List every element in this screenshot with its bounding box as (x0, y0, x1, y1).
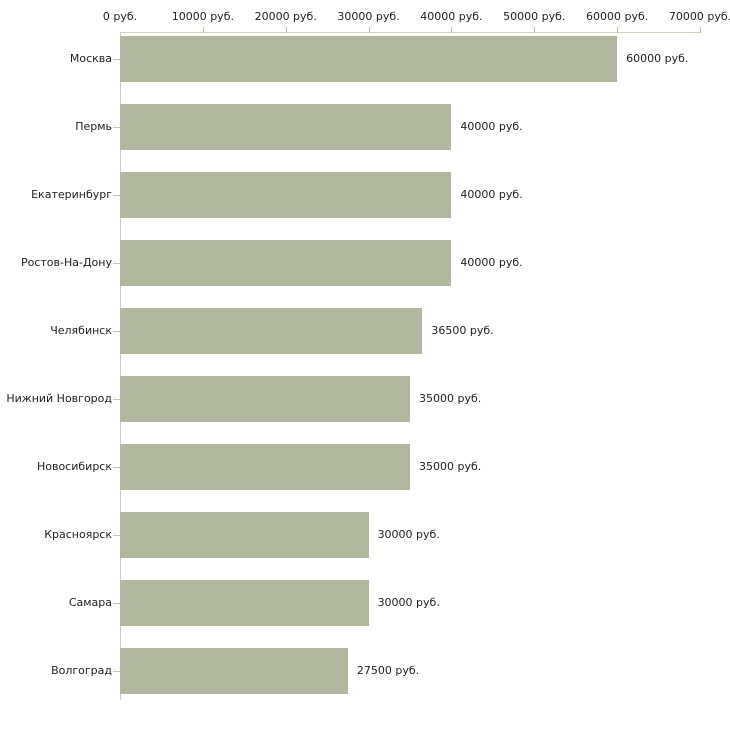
value-label: 40000 руб. (460, 188, 523, 201)
x-axis-tick-label: 30000 руб. (337, 10, 400, 23)
x-axis-tick-label: 20000 руб. (254, 10, 317, 23)
category-label: Москва (69, 52, 112, 65)
bar-5 (120, 308, 423, 354)
bar-2 (120, 104, 452, 150)
category-tick-mark (113, 59, 120, 60)
bar-10 (120, 648, 348, 694)
x-axis-tick-label: 70000 руб. (668, 10, 730, 23)
x-axis-tick-mark (617, 27, 619, 33)
x-axis-tick-label: 60000 руб. (586, 10, 649, 23)
x-axis-tick-mark (534, 27, 536, 33)
category-tick-mark (113, 263, 120, 264)
x-axis-tick-mark (285, 27, 287, 33)
value-label: 36500 руб. (431, 324, 494, 337)
category-label: Красноярск (44, 528, 112, 541)
category-tick-mark (113, 535, 120, 536)
x-axis-tick-label: 0 руб. (102, 10, 138, 23)
bar-7 (120, 444, 410, 490)
value-label: 30000 руб. (377, 528, 440, 541)
value-label: 35000 руб. (419, 392, 482, 405)
value-label: 35000 руб. (419, 460, 482, 473)
bar-6 (120, 376, 410, 422)
category-label: Волгоград (51, 664, 112, 677)
x-axis-tick-mark (368, 27, 370, 33)
y-axis-line (120, 32, 121, 700)
value-label: 60000 руб. (626, 52, 689, 65)
category-label: Самара (68, 596, 112, 609)
value-label: 40000 руб. (460, 120, 523, 133)
bar-1 (120, 36, 618, 82)
category-label: Екатеринбург (31, 188, 112, 201)
category-tick-mark (113, 127, 120, 128)
category-tick-mark (113, 603, 120, 604)
category-label: Нижний Новгород (6, 392, 112, 405)
x-axis-tick-mark (202, 27, 204, 33)
category-label: Пермь (75, 120, 112, 133)
x-axis-tick-mark (700, 27, 701, 33)
x-axis-tick-label: 50000 руб. (503, 10, 566, 23)
category-label: Челябинск (50, 324, 112, 337)
bar-3 (120, 172, 452, 218)
x-axis-tick-label: 10000 руб. (171, 10, 234, 23)
category-label: Новосибирск (36, 460, 112, 473)
category-label: Ростов-На-Дону (20, 256, 112, 269)
bar-8 (120, 512, 369, 558)
value-label: 30000 руб. (377, 596, 440, 609)
category-tick-mark (113, 671, 120, 672)
category-tick-mark (113, 399, 120, 400)
category-tick-mark (113, 467, 120, 468)
value-label: 40000 руб. (460, 256, 523, 269)
category-tick-mark (113, 331, 120, 332)
category-tick-mark (113, 195, 120, 196)
value-label: 27500 руб. (356, 664, 420, 677)
x-axis-line (120, 32, 700, 33)
bar-9 (120, 580, 369, 626)
x-axis-tick-mark (451, 27, 453, 33)
bar-4 (120, 240, 452, 286)
x-axis-tick-label: 40000 руб. (420, 10, 483, 23)
